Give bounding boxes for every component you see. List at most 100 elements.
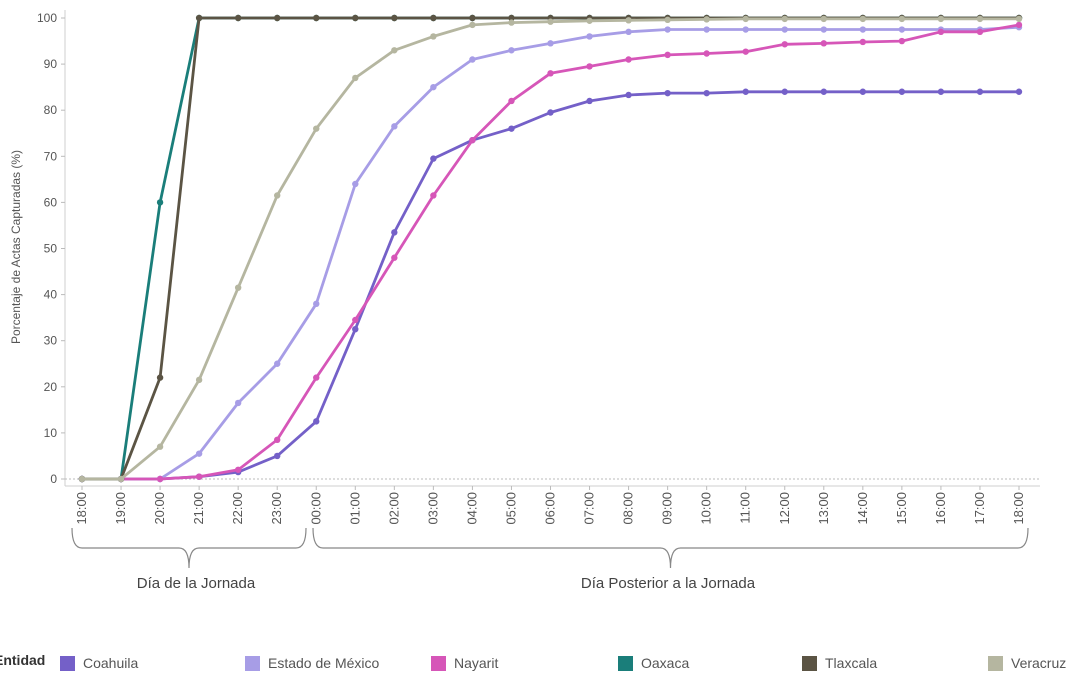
- data-point: [859, 88, 867, 95]
- data-point: [742, 26, 749, 33]
- data-point: [547, 109, 554, 116]
- data-point: [937, 88, 945, 95]
- x-tick-label: 04:00: [464, 492, 479, 525]
- x-tick-label: 12:00: [777, 492, 792, 525]
- data-point: [156, 443, 164, 450]
- x-tick-label: 10:00: [699, 492, 714, 525]
- data-point: [508, 14, 515, 22]
- data-point: [352, 316, 359, 324]
- data-point: [313, 125, 320, 132]
- x-tick-label: 01:00: [347, 492, 362, 525]
- legend-swatch: [431, 655, 446, 671]
- x-tick-label: 18:00: [74, 492, 89, 525]
- x-tick-label: 09:00: [660, 492, 675, 525]
- legend: Entidad Coahuila Estado de México Nayarit O…: [0, 652, 1073, 677]
- data-point: [703, 89, 710, 97]
- data-point: [508, 19, 515, 26]
- x-tick-label: 05:00: [503, 492, 518, 525]
- x-tick-label: 20:00: [152, 492, 167, 525]
- data-point: [781, 41, 788, 48]
- series-coahuila: [78, 88, 1023, 483]
- data-point: [1015, 21, 1023, 29]
- chart-axes: 0 10 20 30 40 50 60 70 80 90 100 18:00 19:00 20:00 21:…: [37, 10, 1040, 569]
- x-tick-label: 23:00: [269, 492, 284, 525]
- y-tick-label: 60: [44, 195, 58, 209]
- data-point: [274, 436, 281, 444]
- data-point: [898, 88, 906, 95]
- data-point: [234, 284, 242, 291]
- series-line: [82, 17, 1019, 481]
- data-point: [352, 14, 359, 22]
- x-tick-label: 00:00: [308, 492, 323, 525]
- data-point: [391, 254, 398, 261]
- data-point: [703, 16, 710, 23]
- data-point: [391, 123, 398, 130]
- data-point: [820, 40, 827, 47]
- legend-swatch: [60, 655, 75, 671]
- data-point: [352, 180, 359, 188]
- data-point: [156, 374, 164, 381]
- data-point: [664, 16, 671, 24]
- period-label-next-day: Día Posterior a la Jornada: [581, 575, 756, 592]
- legend-label: Estado de México: [268, 655, 380, 671]
- data-point: [195, 450, 203, 457]
- data-point: [820, 26, 827, 33]
- data-point: [742, 88, 749, 95]
- x-tick-label: 21:00: [191, 492, 206, 525]
- data-point: [508, 125, 515, 132]
- data-point: [898, 37, 906, 45]
- data-point: [469, 14, 476, 22]
- legend-swatch: [988, 655, 1003, 671]
- data-point: [547, 70, 554, 77]
- x-tick-label: 06:00: [543, 492, 558, 525]
- legend-item: Oaxaca: [618, 654, 689, 672]
- y-tick-label: 70: [44, 149, 58, 163]
- y-tick-label: 50: [44, 242, 58, 256]
- legend-label: Oaxaca: [641, 655, 690, 671]
- data-point: [1015, 88, 1023, 95]
- data-point: [937, 15, 945, 23]
- data-point: [898, 15, 906, 23]
- series-veracruz: [78, 15, 1023, 483]
- data-point: [78, 475, 86, 483]
- data-point: [195, 473, 203, 480]
- y-axis-label: Porcentaje de Actas Capturadas (%): [9, 150, 23, 344]
- x-tick-label: 02:00: [386, 492, 401, 525]
- legend-label: Tlaxcala: [825, 655, 878, 671]
- period-label-day: Día de la Jornada: [137, 575, 256, 592]
- series-tlaxcala: [78, 14, 1023, 483]
- data-point: [625, 28, 632, 36]
- data-point: [391, 47, 398, 54]
- x-tick-label: 16:00: [933, 492, 948, 525]
- data-point: [430, 14, 437, 22]
- data-point: [625, 56, 632, 63]
- data-point: [1015, 15, 1023, 23]
- data-point: [859, 15, 867, 23]
- series-line: [82, 16, 1019, 481]
- x-tick-label: 03:00: [425, 492, 440, 525]
- period-brace-next-day: [312, 527, 1029, 569]
- y-tick-label: 10: [44, 426, 58, 440]
- series-line: [82, 16, 1019, 481]
- data-point: [391, 14, 398, 22]
- data-point: [625, 17, 632, 24]
- data-point: [352, 74, 359, 82]
- data-point: [430, 155, 437, 162]
- data-point: [976, 28, 984, 36]
- data-point: [430, 192, 437, 199]
- data-point: [234, 14, 242, 22]
- x-tick-label: 22:00: [230, 492, 245, 525]
- data-point: [703, 50, 710, 57]
- x-tick-label: 07:00: [582, 492, 597, 525]
- data-point: [664, 89, 671, 97]
- data-point: [352, 325, 359, 333]
- data-point: [586, 17, 593, 24]
- legend-label: Veracruz: [1011, 655, 1067, 671]
- x-tick-label: 11:00: [738, 492, 753, 524]
- data-point: [469, 136, 476, 144]
- data-point: [234, 466, 242, 473]
- data-point: [781, 88, 788, 95]
- data-point: [547, 18, 554, 25]
- data-point: [547, 40, 554, 47]
- data-point: [625, 91, 632, 99]
